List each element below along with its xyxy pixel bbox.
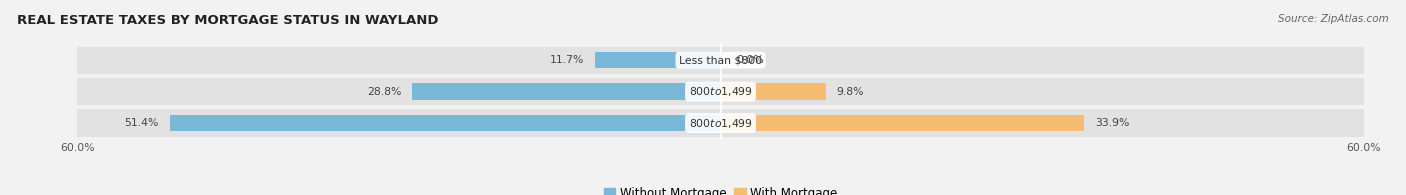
Bar xyxy=(412,83,721,100)
Text: $800 to $1,499: $800 to $1,499 xyxy=(689,117,752,130)
Text: $800 to $1,499: $800 to $1,499 xyxy=(689,85,752,98)
Bar xyxy=(77,78,1364,105)
Bar xyxy=(77,47,1364,74)
Bar xyxy=(721,83,825,100)
Text: Source: ZipAtlas.com: Source: ZipAtlas.com xyxy=(1278,14,1389,24)
Bar xyxy=(77,109,1364,137)
Text: 51.4%: 51.4% xyxy=(125,118,159,128)
Text: Less than $800: Less than $800 xyxy=(679,55,762,65)
Bar xyxy=(721,115,1084,131)
Text: REAL ESTATE TAXES BY MORTGAGE STATUS IN WAYLAND: REAL ESTATE TAXES BY MORTGAGE STATUS IN … xyxy=(17,14,439,27)
Text: 28.8%: 28.8% xyxy=(367,87,401,97)
Bar xyxy=(595,52,721,68)
Bar xyxy=(170,115,721,131)
Text: 11.7%: 11.7% xyxy=(550,55,585,65)
Text: 33.9%: 33.9% xyxy=(1095,118,1129,128)
Text: 9.8%: 9.8% xyxy=(837,87,863,97)
Legend: Without Mortgage, With Mortgage: Without Mortgage, With Mortgage xyxy=(599,182,842,195)
Text: 0.0%: 0.0% xyxy=(737,55,765,65)
